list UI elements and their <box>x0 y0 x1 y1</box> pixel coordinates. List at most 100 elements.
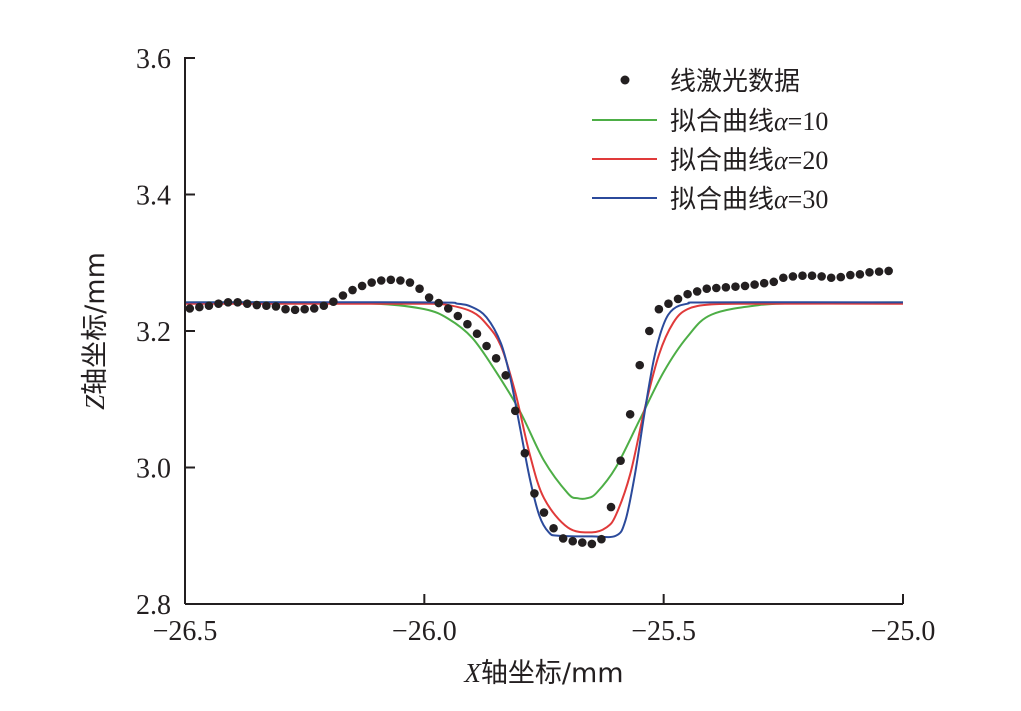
scatter-point <box>759 278 769 288</box>
x-axis-title: X轴坐标/mm <box>463 658 623 689</box>
scatter-point <box>740 281 750 291</box>
scatter-point <box>309 304 319 313</box>
scatter-point <box>798 271 807 281</box>
scatter-point <box>865 268 874 277</box>
scatter-point <box>788 272 798 281</box>
x-axis-variable: X <box>463 658 482 688</box>
scatter-point <box>376 276 386 285</box>
scatter-point <box>252 300 262 310</box>
legend-label-series-1-suffix: =20 <box>788 146 829 175</box>
scatter-point <box>262 301 271 311</box>
scatter-point <box>443 304 453 313</box>
series-line-0 <box>185 301 903 500</box>
scatter-point <box>692 287 702 296</box>
scatter-point <box>558 534 568 543</box>
legend-label-series-2: 拟合曲线α=30 <box>670 185 828 215</box>
scatter-point <box>271 302 281 311</box>
legend-label-scatter: 线激光数据 <box>670 67 800 97</box>
scatter-point <box>396 276 405 285</box>
legend-label-series-0-suffix: =10 <box>788 107 829 136</box>
legend-label-series-2-param: α <box>774 185 789 214</box>
scatter-point <box>826 273 836 283</box>
scatter-point <box>597 534 606 544</box>
scatter-point <box>712 283 721 293</box>
legend-label-series-1: 拟合曲线α=20 <box>670 146 828 176</box>
y-axis-unit: 轴坐标/mm <box>80 252 111 395</box>
scatter-point <box>539 508 549 517</box>
y-tick-label: 3.2 <box>136 317 171 348</box>
scatter-point <box>635 360 645 370</box>
x-axis-unit: 轴坐标/mm <box>481 658 624 689</box>
legend-label-series-1-prefix: 拟合曲线 <box>670 146 774 176</box>
scatter-point <box>367 278 376 287</box>
scatter-point <box>587 539 597 549</box>
scatter-point <box>501 371 511 380</box>
scatter-point <box>482 341 491 351</box>
legend-label-series-2-prefix: 拟合曲线 <box>670 185 774 215</box>
scatter-point <box>319 301 329 311</box>
scatter-point <box>204 301 214 311</box>
scatter-point <box>185 304 195 313</box>
scatter-point <box>817 272 826 281</box>
scatter-point <box>510 406 520 416</box>
scatter-point <box>625 409 635 419</box>
scatter-point <box>769 277 779 287</box>
scatter-point <box>731 282 740 291</box>
scatter-point <box>664 299 673 309</box>
scatter-point <box>645 326 654 336</box>
y-tick-label: 3.4 <box>136 181 171 212</box>
scatter-point <box>836 272 846 282</box>
scatter-point <box>702 284 712 293</box>
y-tick-label: 3.0 <box>136 454 171 485</box>
scatter-point <box>606 502 616 512</box>
scatter-point <box>463 319 472 329</box>
scatter-point <box>242 299 252 309</box>
scatter-point <box>520 448 530 458</box>
scatter-point <box>233 298 242 307</box>
scatter-point <box>491 354 501 363</box>
scatter-point <box>721 283 731 292</box>
series-line-1 <box>185 302 903 534</box>
legend-label-series-0-prefix: 拟合曲线 <box>670 107 774 137</box>
scatter-point <box>472 329 482 339</box>
scatter-point <box>415 284 424 293</box>
scatter-point <box>568 536 578 546</box>
scatter-point <box>434 298 443 308</box>
scatter-point <box>807 271 817 281</box>
scatter-point <box>281 304 290 314</box>
scatter-point <box>338 291 348 300</box>
x-tick-label: −25.0 <box>871 616 936 647</box>
legend: 线激光数据 拟合曲线α=10 拟合曲线α=20 拟合曲线α=30 <box>592 67 828 215</box>
scatter-point <box>530 489 539 498</box>
scatter-point <box>673 294 683 304</box>
scatter-point <box>329 297 338 306</box>
scatter-point <box>348 285 357 295</box>
scatter-point <box>577 538 587 547</box>
scatter-point <box>846 270 855 280</box>
scatter-point <box>855 270 865 279</box>
legend-marker-scatter <box>620 75 630 85</box>
scatter-point <box>683 289 692 299</box>
scatter-point <box>424 293 434 302</box>
series-line-2 <box>185 301 903 539</box>
x-tick-label: −25.5 <box>631 616 696 647</box>
scatter-point <box>750 280 759 289</box>
x-tick-label: −26.0 <box>392 616 457 647</box>
scatter-point <box>453 311 463 321</box>
scatter-point <box>300 304 309 314</box>
scatter-point <box>884 266 893 276</box>
scatter-point <box>874 267 884 276</box>
legend-label-series-2-suffix: =30 <box>788 185 829 214</box>
scatter-point <box>290 305 300 315</box>
series-layer <box>185 301 903 539</box>
scatter-point <box>616 456 625 465</box>
scatter-points <box>185 266 893 549</box>
scatter-point <box>223 298 233 307</box>
legend-label-series-1-param: α <box>774 146 789 175</box>
scatter-point <box>549 523 558 533</box>
scatter-point <box>357 281 367 291</box>
scatter-point <box>405 278 415 287</box>
scatter-point <box>654 304 664 314</box>
y-axis-title: Z轴坐标/mm <box>80 252 111 410</box>
